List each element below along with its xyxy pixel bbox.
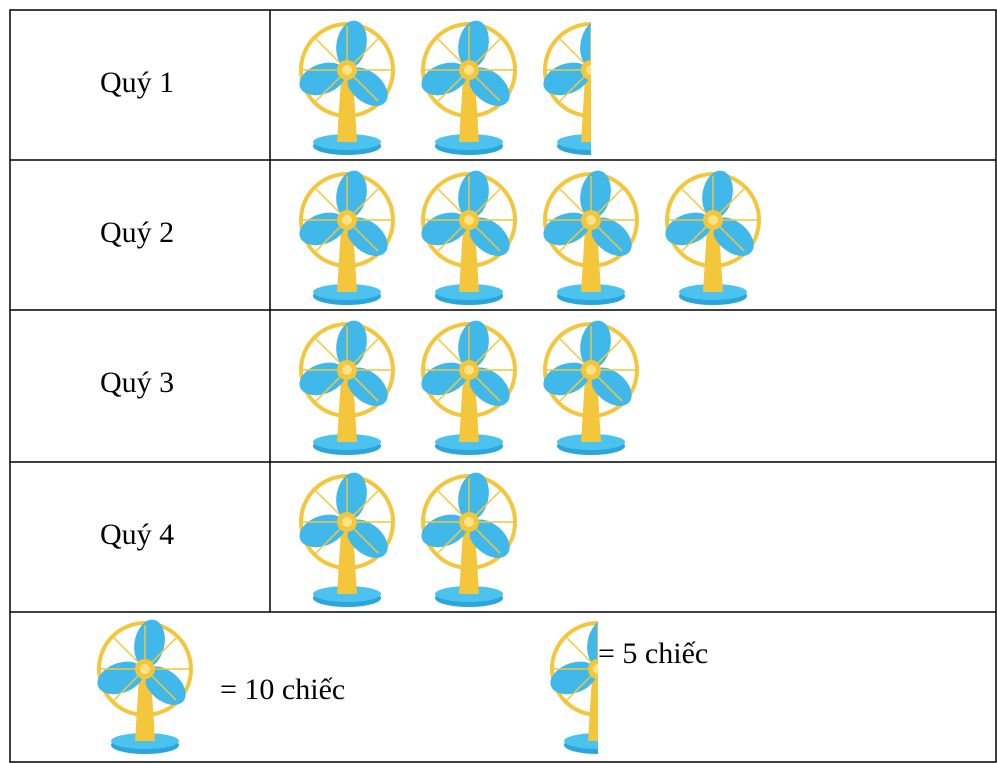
legend-text: = 5 chiếc [598, 637, 708, 670]
fan-icon [541, 18, 591, 157]
row-label: Quý 1 [100, 66, 174, 99]
fan-icon [292, 166, 397, 307]
fan-icon [536, 166, 641, 307]
fan-icon [658, 166, 763, 307]
row-label: Quý 4 [100, 518, 174, 551]
fan-icon [414, 166, 519, 307]
fan-icon [292, 316, 397, 457]
row-label: Quý 2 [100, 216, 174, 249]
fan-icon [414, 468, 519, 609]
fan-icon [414, 16, 519, 157]
fan-icon [90, 615, 195, 756]
fan-icon [292, 16, 397, 157]
table-grid [9, 9, 997, 763]
fan-icon [536, 316, 641, 457]
fan-icon [292, 468, 397, 609]
legend-text: = 10 chiếc [220, 673, 345, 706]
fan-icon [414, 316, 519, 457]
row-label: Quý 3 [100, 366, 174, 399]
